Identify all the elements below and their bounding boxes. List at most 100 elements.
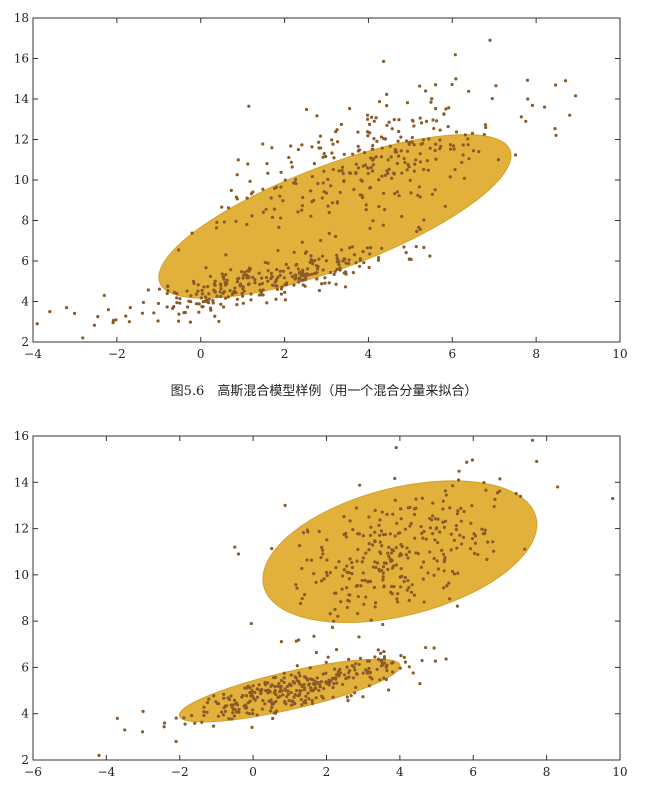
- data-point: [356, 130, 360, 134]
- data-point: [467, 89, 471, 93]
- data-point: [456, 571, 460, 575]
- data-point: [233, 286, 237, 290]
- data-point: [454, 77, 458, 81]
- data-point: [381, 59, 386, 63]
- data-point: [422, 529, 426, 534]
- data-point: [347, 593, 351, 597]
- data-point: [322, 577, 326, 581]
- data-point: [240, 294, 245, 298]
- data-point: [235, 297, 240, 301]
- data-point: [191, 279, 196, 284]
- data-point: [253, 281, 257, 285]
- data-point: [382, 676, 386, 680]
- data-point: [418, 116, 422, 120]
- data-point: [200, 292, 205, 296]
- data-point: [309, 189, 313, 193]
- data-point: [289, 144, 293, 148]
- data-point: [433, 83, 438, 87]
- y-tick-label: 2: [21, 335, 29, 349]
- data-point: [331, 685, 335, 690]
- data-point: [370, 543, 375, 547]
- data-point: [326, 655, 330, 659]
- data-point: [396, 139, 400, 143]
- data-point: [345, 564, 349, 568]
- data-point: [232, 698, 237, 702]
- data-point: [330, 625, 335, 629]
- data-point: [261, 142, 265, 146]
- data-point: [463, 133, 467, 137]
- data-point: [312, 572, 316, 576]
- data-point: [324, 570, 329, 575]
- data-point: [281, 693, 285, 697]
- data-point: [279, 640, 284, 644]
- data-point: [337, 260, 341, 264]
- data-point: [294, 583, 298, 587]
- data-point: [352, 691, 357, 695]
- data-point: [344, 531, 348, 535]
- data-point: [424, 645, 428, 650]
- data-point: [229, 703, 233, 707]
- data-point: [279, 678, 284, 683]
- data-point: [175, 292, 179, 296]
- data-point: [207, 297, 211, 301]
- data-point: [229, 268, 233, 272]
- data-point: [421, 138, 426, 142]
- data-point: [415, 229, 419, 233]
- data-point: [553, 127, 557, 131]
- data-point: [414, 245, 418, 249]
- data-point: [240, 291, 244, 295]
- data-point: [374, 155, 378, 159]
- data-point: [275, 287, 279, 291]
- data-point: [250, 691, 254, 696]
- data-point: [309, 558, 314, 562]
- data-point: [283, 503, 287, 507]
- data-point: [306, 677, 310, 682]
- data-point: [392, 171, 396, 175]
- data-point: [436, 567, 441, 571]
- data-point: [433, 538, 437, 542]
- data-point: [467, 157, 471, 161]
- data-point: [261, 187, 265, 191]
- data-point: [241, 301, 245, 305]
- data-point: [323, 276, 327, 280]
- data-point: [264, 688, 268, 693]
- data-point: [304, 275, 308, 279]
- data-point: [279, 287, 284, 291]
- data-point: [339, 248, 344, 252]
- data-point: [413, 162, 417, 166]
- data-point: [453, 167, 457, 172]
- data-point: [221, 713, 226, 717]
- data-point: [337, 262, 341, 267]
- data-point: [483, 123, 488, 127]
- data-point: [407, 665, 411, 669]
- data-point: [407, 257, 412, 261]
- data-point: [514, 492, 518, 496]
- data-point: [343, 285, 348, 289]
- data-point: [314, 580, 318, 585]
- data-point: [461, 153, 465, 157]
- data-point: [438, 138, 442, 142]
- data-point: [428, 550, 432, 554]
- data-point: [390, 547, 394, 552]
- data-point: [294, 177, 298, 182]
- data-point: [390, 176, 394, 180]
- x-tick-label: 10: [612, 347, 627, 361]
- data-point: [405, 588, 409, 592]
- data-point: [519, 115, 523, 119]
- data-point: [420, 531, 424, 535]
- data-point: [406, 162, 410, 167]
- data-point: [376, 648, 380, 652]
- data-point: [351, 527, 355, 532]
- data-point: [450, 569, 455, 574]
- data-point: [310, 272, 314, 276]
- data-point: [318, 685, 322, 689]
- data-point: [411, 119, 415, 123]
- data-point: [235, 280, 239, 284]
- data-point: [368, 252, 372, 256]
- data-point: [141, 709, 145, 713]
- data-point: [459, 519, 463, 523]
- data-point: [340, 169, 344, 173]
- data-point: [377, 523, 381, 528]
- data-point: [403, 527, 408, 531]
- data-point: [190, 231, 194, 235]
